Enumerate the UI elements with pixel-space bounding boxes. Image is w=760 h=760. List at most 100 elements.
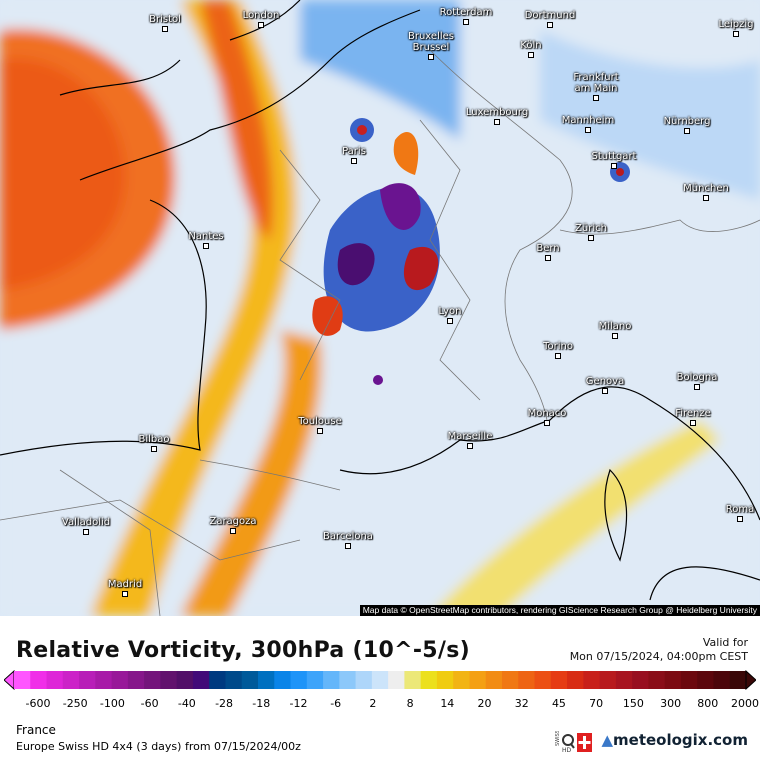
city-label: Milano [598, 321, 632, 332]
city-label: Marseille [447, 431, 493, 442]
scale-swatch [583, 671, 601, 689]
scale-tick-label: 8 [406, 697, 414, 710]
scale-tick-label: 14 [440, 697, 455, 710]
scale-tick-label: 150 [622, 697, 644, 710]
city-marker [612, 333, 618, 339]
scale-swatch [371, 671, 389, 689]
scale-tick-label: 32 [514, 697, 529, 710]
scale-swatch [258, 671, 275, 689]
scale-swatch [453, 671, 470, 689]
city-label: Bologna [676, 372, 718, 383]
scale-swatch [46, 671, 64, 689]
city-marker [317, 428, 323, 434]
map-field [0, 0, 760, 616]
city-label: Bruxelles Brussel [408, 31, 454, 53]
scale-swatch [648, 671, 666, 689]
scale-swatch [14, 671, 31, 689]
scale-swatch [30, 671, 48, 689]
scale-tick-label: -600 [25, 697, 51, 710]
city-marker [602, 388, 608, 394]
city-label: Leipzig [718, 19, 754, 30]
city-marker [545, 255, 551, 261]
scale-swatch [290, 671, 308, 689]
city-label: Rotterdam [439, 7, 493, 18]
city-label: Paris [342, 146, 366, 157]
scale-tick-label: -18 [252, 697, 271, 710]
scale-tick-label: -40 [177, 697, 196, 710]
scale-swatch [79, 671, 96, 689]
scale-swatch [388, 671, 405, 689]
meteologix-logo[interactable]: ▲meteologix.com [601, 731, 748, 749]
svg-text:SWISS: SWISS [555, 731, 561, 746]
city-label: Nantes [188, 231, 224, 242]
city-label: Mannheim [561, 115, 615, 126]
scale-swatch [404, 671, 422, 689]
city-label: Zaragoza [209, 516, 257, 527]
scale-tick-label: 70 [589, 697, 604, 710]
city-marker [547, 22, 553, 28]
city-label: Luxembourg [465, 107, 529, 118]
region-label: France [16, 723, 56, 737]
city-marker [230, 528, 236, 534]
scale-swatch [241, 671, 259, 689]
city-marker [463, 19, 469, 25]
model-run-label: Europe Swiss HD 4x4 (3 days) from 07/15/… [16, 740, 301, 753]
city-label: London [242, 10, 280, 21]
scale-swatch [680, 671, 698, 689]
vorticity-map[interactable]: Bristol London Rotterdam Dortmund Leipzig Bru… [0, 0, 760, 616]
scale-swatch [323, 671, 340, 689]
city-marker [611, 163, 617, 169]
scale-swatch [62, 671, 80, 689]
svg-text:HD: HD [562, 747, 572, 753]
scale-swatch [192, 671, 210, 689]
city-marker [345, 543, 351, 549]
valid-datetime: Mon 07/15/2024, 04:00pm CEST [569, 650, 748, 663]
city-label: Nürnberg [663, 116, 711, 127]
scale-swatch [274, 671, 292, 689]
scale-swatch [111, 671, 129, 689]
brand-icon: ▲ [601, 731, 614, 749]
city-label: Dortmund [524, 10, 576, 21]
scale-swatch [550, 671, 568, 689]
city-label: Bern [536, 243, 560, 254]
city-marker [162, 26, 168, 32]
city-marker [544, 420, 550, 426]
scale-swatch [144, 671, 161, 689]
city-marker [258, 22, 264, 28]
city-marker [703, 195, 709, 201]
scale-swatch [127, 671, 145, 689]
city-marker [555, 353, 561, 359]
scale-swatch [176, 671, 194, 689]
scale-tick-label: -12 [289, 697, 308, 710]
city-marker [203, 243, 209, 249]
city-label: Torino [543, 341, 573, 352]
scale-swatch [567, 671, 584, 689]
valid-label: Valid for [702, 636, 748, 649]
scale-tick-label: 800 [697, 697, 719, 710]
city-marker [447, 318, 453, 324]
city-marker [122, 591, 128, 597]
scale-swatch [339, 671, 357, 689]
city-marker [690, 420, 696, 426]
scale-swatch [420, 671, 438, 689]
scale-swatch [225, 671, 243, 689]
city-label: Roma [725, 504, 755, 515]
city-marker [684, 128, 690, 134]
city-marker [588, 235, 594, 241]
scale-tick-label: -6 [330, 697, 342, 710]
scale-swatch [306, 671, 324, 689]
city-label: Firenze [675, 408, 711, 419]
scale-tick-label: -250 [62, 697, 88, 710]
scale-tick-label: -28 [215, 697, 234, 710]
scale-swatch [518, 671, 536, 689]
scale-swatch [534, 671, 552, 689]
scale-min-arrow [4, 670, 15, 690]
scale-tick-label: -100 [99, 697, 125, 710]
scale-swatch [502, 671, 519, 689]
color-scale-bar [4, 670, 756, 690]
city-label: Stuttgart [591, 151, 637, 162]
scale-tick-label: 2000 [731, 697, 759, 710]
city-label: Madrid [107, 579, 143, 590]
city-label: Valladolid [61, 517, 111, 528]
scale-swatch [355, 671, 373, 689]
